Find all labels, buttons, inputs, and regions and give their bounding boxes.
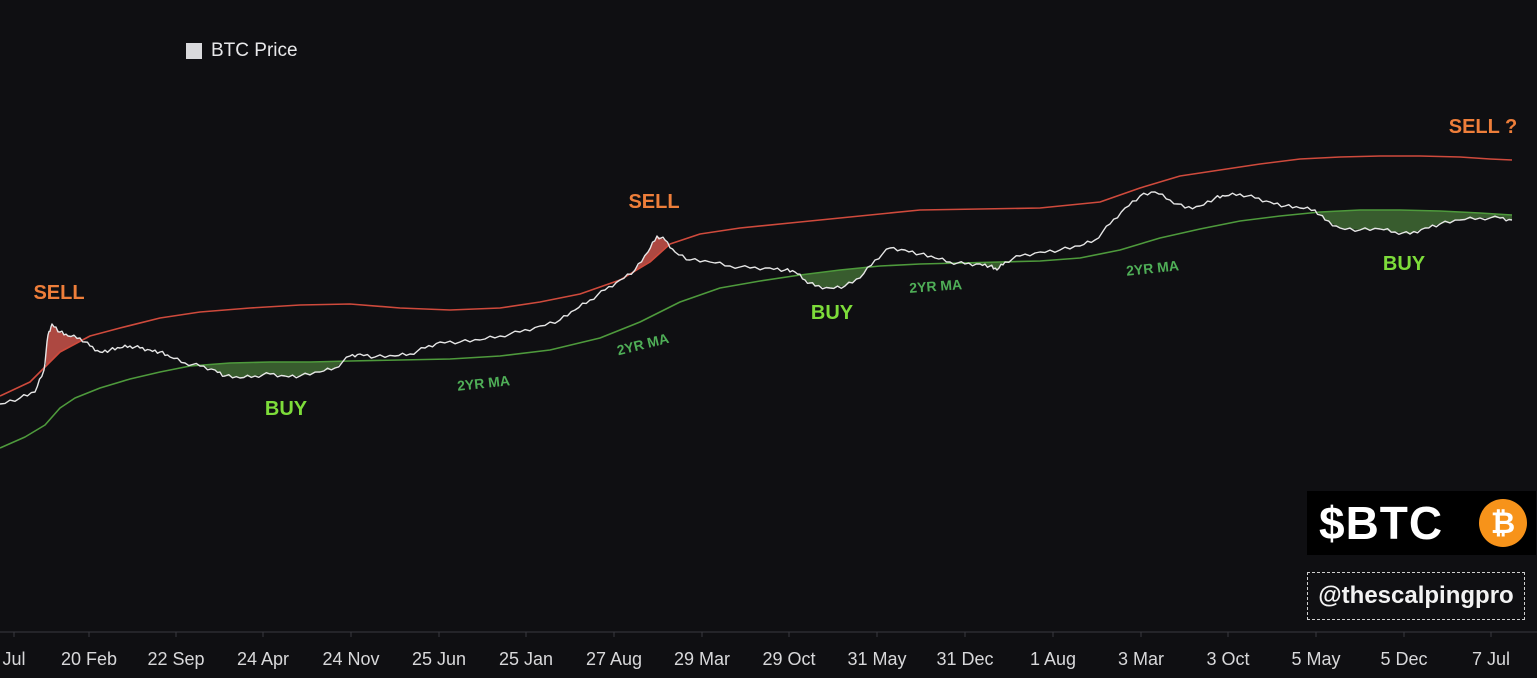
annotation-ma: 2YR MA bbox=[1125, 257, 1179, 278]
x-tick-label: 31 Dec bbox=[936, 649, 993, 669]
x-tick-label: 27 Aug bbox=[586, 649, 642, 669]
x-tick-label: 1 Aug bbox=[1030, 649, 1076, 669]
ticker-badge: $BTC ₿ bbox=[1307, 491, 1536, 555]
author-handle: @thescalpingpro bbox=[1307, 572, 1525, 620]
upper-band-line bbox=[0, 155, 1513, 397]
x-tick-label: 29 Mar bbox=[674, 649, 730, 669]
x-tick-label: 24 Apr bbox=[237, 649, 289, 669]
annotation-ma: 2YR MA bbox=[909, 276, 963, 296]
legend-label: BTC Price bbox=[211, 40, 298, 61]
btc-price-line bbox=[0, 191, 1513, 405]
annotation-sell: SELL bbox=[628, 191, 679, 213]
x-tick-label: Jul bbox=[2, 649, 25, 669]
two-year-ma-line bbox=[0, 209, 1513, 449]
annotation-ma: 2YR MA bbox=[615, 330, 670, 358]
annotation-ma: 2YR MA bbox=[456, 372, 510, 393]
bitcoin-icon: ₿ bbox=[1479, 499, 1527, 547]
x-tick-label: 25 Jan bbox=[499, 649, 553, 669]
x-tick-label: 7 Jul bbox=[1472, 649, 1510, 669]
annotation-sell: SELL ? bbox=[1449, 116, 1518, 138]
annotation-buy: BUY bbox=[1383, 253, 1426, 275]
annotation-sell: SELL bbox=[33, 282, 84, 304]
x-tick-label: 24 Nov bbox=[322, 649, 379, 669]
annotation-buy: BUY bbox=[265, 398, 308, 420]
x-tick-label: 25 Jun bbox=[412, 649, 466, 669]
x-tick-label: 5 Dec bbox=[1380, 649, 1427, 669]
sell-zone-fill bbox=[46, 324, 82, 366]
signal-fills bbox=[46, 210, 1512, 378]
x-axis: Jul 20 Feb 22 Sep 24 Apr 24 Nov 25 Jun 25 Jan 2… bbox=[0, 631, 1537, 669]
ticker-text: $BTC bbox=[1319, 497, 1444, 549]
series-lines bbox=[0, 155, 1513, 449]
sell-zone-fill bbox=[622, 236, 668, 279]
legend-swatch bbox=[186, 43, 202, 59]
x-tick-label: 31 May bbox=[847, 649, 906, 669]
annotation-buy: BUY bbox=[811, 302, 854, 324]
x-tick-label: 22 Sep bbox=[147, 649, 204, 669]
x-tick-label: 29 Oct bbox=[762, 649, 815, 669]
x-tick-label: 20 Feb bbox=[61, 649, 117, 669]
x-tick-label: 5 May bbox=[1291, 649, 1340, 669]
legend[interactable]: BTC Price bbox=[186, 40, 298, 62]
x-tick-label: 3 Oct bbox=[1206, 649, 1249, 669]
x-tick-label: 3 Mar bbox=[1118, 649, 1164, 669]
